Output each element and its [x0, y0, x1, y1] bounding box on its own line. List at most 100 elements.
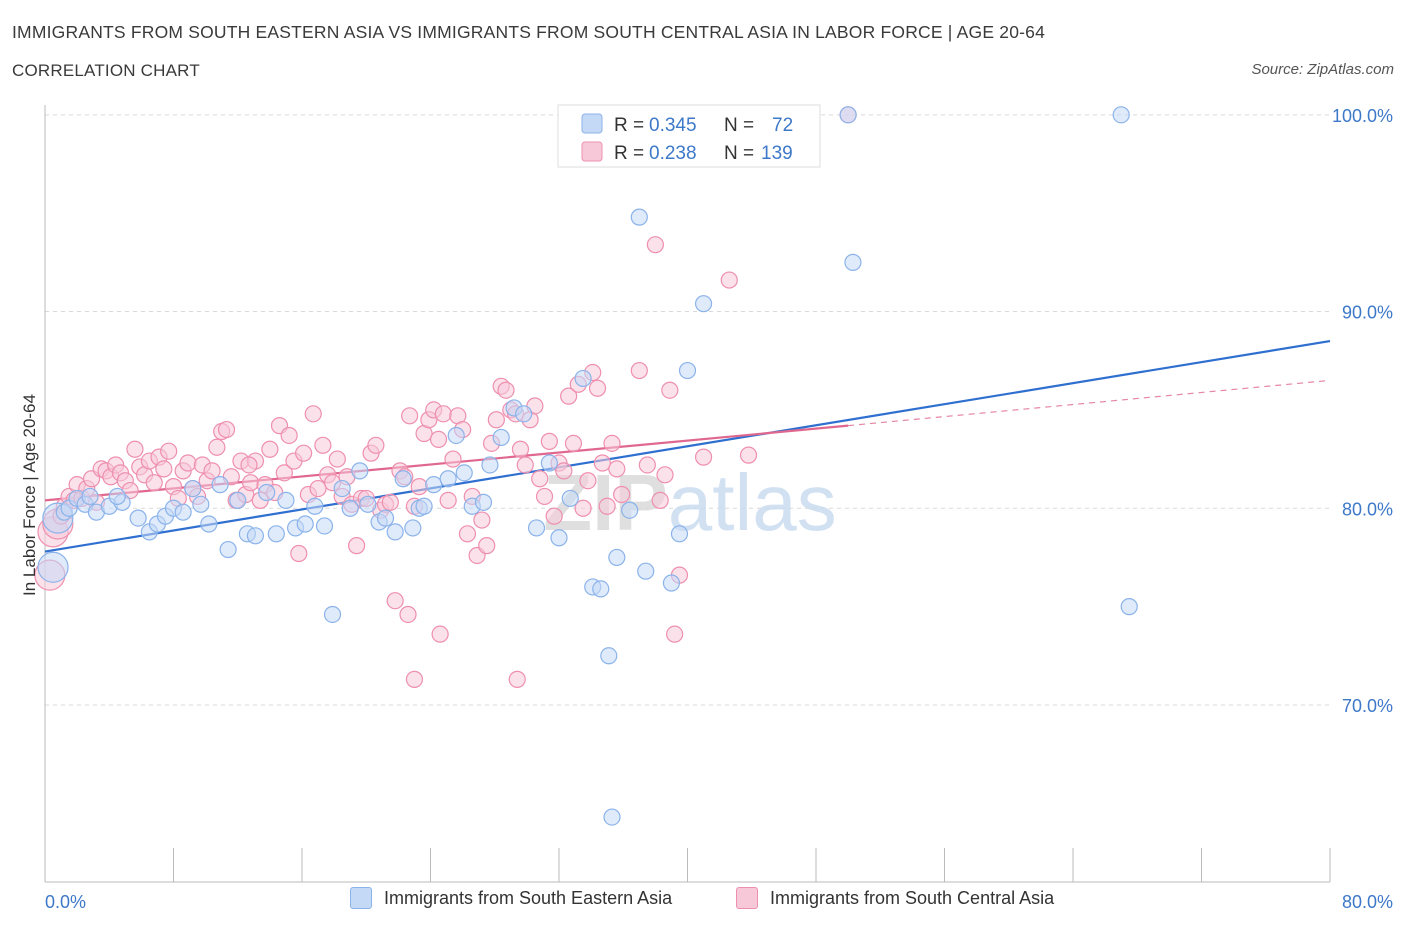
y-axis-label: In Labor Force | Age 20-64 — [20, 394, 39, 596]
point-south-eastern-asia — [637, 562, 655, 580]
point-south-eastern-asia — [351, 462, 369, 480]
point-south-eastern-asia — [211, 476, 229, 494]
y-tick-label: 70.0% — [1342, 696, 1393, 716]
point-south-eastern-asia — [341, 499, 359, 517]
point-south-central-asia — [579, 472, 597, 490]
point-south-eastern-asia — [37, 551, 69, 583]
point-south-central-asia — [638, 456, 656, 474]
point-south-central-asia — [295, 444, 313, 462]
point-south-central-asia — [739, 446, 758, 464]
point-south-eastern-asia — [108, 487, 126, 506]
point-south-eastern-asia — [592, 580, 610, 598]
point-south-eastern-asia — [561, 489, 579, 508]
point-south-eastern-asia — [306, 497, 324, 515]
y-tick-label: 100.0% — [1332, 106, 1393, 126]
point-south-central-asia — [661, 381, 679, 399]
point-south-eastern-asia — [474, 493, 493, 511]
point-south-central-asia — [429, 430, 448, 449]
point-south-central-asia — [145, 474, 163, 492]
point-south-central-asia — [531, 470, 549, 488]
point-south-eastern-asia — [425, 476, 443, 494]
legend-swatch-pink — [581, 141, 603, 162]
point-south-eastern-asia — [694, 295, 713, 313]
point-south-eastern-asia — [621, 501, 639, 519]
point-south-central-asia — [126, 440, 144, 458]
point-south-central-asia — [564, 434, 583, 452]
point-south-central-asia — [545, 507, 563, 525]
point-south-eastern-asia — [174, 503, 192, 521]
point-south-central-asia — [630, 361, 648, 380]
point-south-central-asia — [646, 236, 664, 254]
point-south-central-asia — [497, 381, 515, 399]
point-south-central-asia — [694, 448, 713, 466]
point-south-central-asia — [603, 434, 621, 452]
chart-title: IMMIGRANTS FROM SOUTH EASTERN ASIA VS IM… — [12, 22, 1046, 42]
legend-n-label-2: N = — [724, 143, 754, 164]
point-south-central-asia — [431, 625, 449, 643]
point-south-central-asia — [511, 440, 530, 458]
legend-swatch-blue — [581, 113, 603, 134]
point-south-central-asia — [439, 491, 457, 509]
point-south-central-asia — [656, 466, 674, 484]
point-south-eastern-asia — [296, 515, 314, 533]
point-south-central-asia — [290, 544, 308, 563]
point-south-eastern-asia — [600, 647, 618, 665]
point-south-central-asia — [242, 474, 260, 492]
point-south-eastern-asia — [394, 470, 412, 488]
point-south-eastern-asia — [678, 361, 697, 380]
point-south-eastern-asia — [323, 605, 342, 624]
point-south-central-asia — [240, 456, 258, 474]
point-south-eastern-asia — [267, 525, 285, 543]
point-south-central-asia — [304, 405, 322, 423]
point-south-central-asia — [516, 456, 534, 474]
point-south-central-asia — [651, 491, 669, 509]
point-south-eastern-asia — [574, 369, 592, 388]
point-south-eastern-asia — [447, 426, 465, 445]
chart-subtitle: CORRELATION CHART — [12, 61, 200, 80]
point-south-central-asia — [560, 387, 578, 405]
correlation-legend: R = 0.345 N = 72 R = 0.238 N = 139 — [557, 104, 821, 168]
trend-line-south-eastern-asia — [44, 339, 1331, 553]
point-south-central-asia — [401, 407, 419, 425]
point-south-central-asia — [348, 537, 366, 555]
axes — [44, 105, 1331, 883]
point-south-eastern-asia — [492, 428, 510, 447]
point-south-eastern-asia — [670, 525, 689, 543]
y-tick-label: 90.0% — [1342, 303, 1393, 323]
legend-label-south-eastern-asia: Immigrants from South Eastern Asia — [384, 887, 673, 908]
point-south-eastern-asia — [333, 479, 351, 498]
point-south-eastern-asia — [229, 491, 247, 509]
point-south-central-asia — [217, 420, 236, 439]
point-south-eastern-asia — [603, 808, 621, 826]
point-south-eastern-asia — [129, 509, 147, 527]
point-south-eastern-asia — [359, 495, 377, 513]
point-south-central-asia — [405, 670, 424, 688]
point-south-central-asia — [720, 271, 738, 289]
source-credit: Source: ZipAtlas.com — [1251, 61, 1394, 78]
point-south-central-asia — [160, 442, 178, 460]
point-south-central-asia — [458, 525, 477, 543]
point-south-central-asia — [555, 462, 573, 480]
point-south-central-asia — [367, 436, 385, 454]
point-south-central-asia — [309, 479, 327, 498]
point-south-eastern-asia — [481, 456, 499, 474]
point-south-central-asia — [478, 537, 496, 555]
point-south-central-asia — [588, 379, 607, 397]
point-south-central-asia — [598, 497, 616, 515]
point-south-central-asia — [261, 440, 279, 458]
point-south-eastern-asia — [844, 253, 862, 271]
point-south-central-asia — [535, 487, 554, 506]
point-south-eastern-asia — [527, 519, 546, 537]
legend-label-south-central-asia: Immigrants from South Central Asia — [770, 887, 1055, 908]
legend-r-label-2: R = — [614, 143, 644, 164]
point-south-central-asia — [613, 485, 631, 504]
point-south-eastern-asia — [455, 464, 473, 482]
point-south-eastern-asia — [439, 470, 457, 488]
point-south-eastern-asia — [315, 517, 334, 535]
point-south-central-asia — [280, 426, 298, 445]
point-south-central-asia — [386, 592, 404, 610]
point-south-central-asia — [508, 670, 526, 688]
point-south-eastern-asia — [839, 106, 857, 124]
point-south-central-asia — [179, 454, 197, 472]
